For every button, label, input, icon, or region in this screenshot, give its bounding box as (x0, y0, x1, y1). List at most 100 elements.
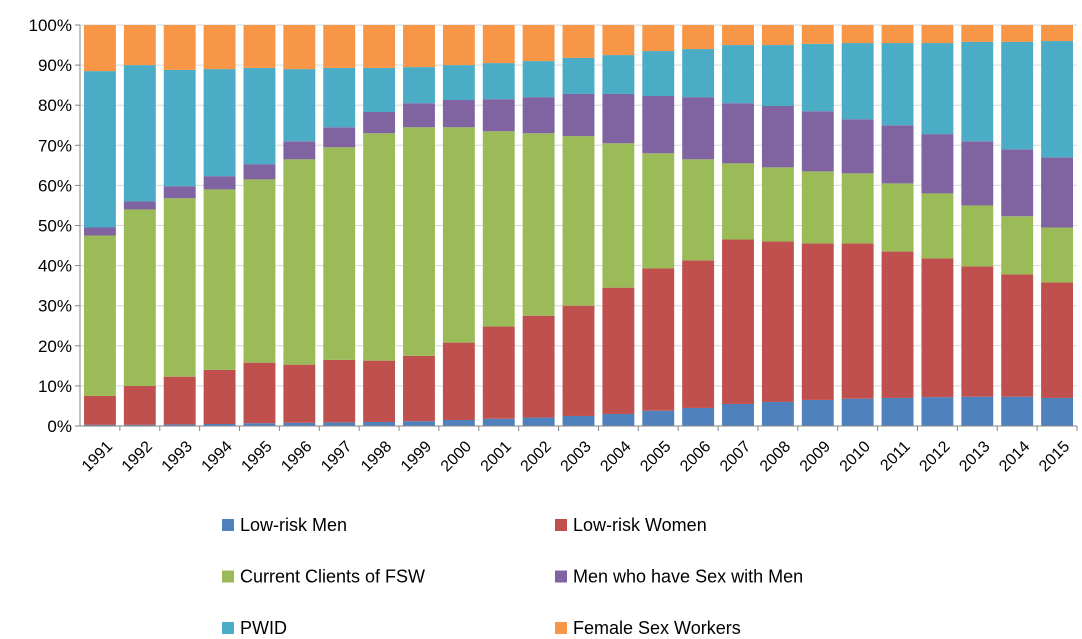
legend-label: Current Clients of FSW (240, 567, 425, 587)
bar-segment (1001, 41, 1034, 150)
y-tick-label: 100% (29, 16, 72, 35)
x-tick-label: 2012 (916, 438, 953, 475)
bar-segment (363, 421, 396, 426)
bar-segment (1001, 274, 1034, 397)
x-tick-label: 1994 (199, 438, 236, 475)
bar-segment (482, 131, 515, 327)
y-tick-label: 50% (38, 217, 72, 236)
bar-segment (123, 424, 156, 426)
bar-segment (403, 127, 435, 356)
x-tick-label: 2005 (637, 438, 674, 475)
bar-segment (123, 65, 156, 202)
bar-segment (363, 133, 396, 361)
bar-segment (881, 183, 914, 252)
bar-segment (442, 99, 475, 128)
bar-segment (961, 25, 994, 42)
bar-segment (243, 67, 276, 165)
bar-segment (1041, 227, 1074, 283)
bar-segment (682, 25, 715, 50)
bar-segment (761, 241, 794, 402)
legend-swatch (222, 622, 234, 634)
bar-segment (1041, 157, 1074, 228)
x-tick-label: 2000 (438, 438, 475, 475)
bar-segment (881, 251, 914, 398)
y-tick-label: 0% (47, 417, 72, 436)
bar-segment (1001, 149, 1034, 217)
bar-segment (682, 97, 715, 160)
y-tick-label: 90% (38, 56, 72, 75)
bar-segment (841, 398, 874, 426)
bar-segment (801, 399, 834, 426)
bar-segment (562, 305, 595, 416)
bar-segment (1001, 25, 1034, 42)
bar-segment (323, 25, 356, 68)
bar-segment (363, 112, 396, 134)
bar-segment (363, 67, 396, 113)
bar-segment (642, 268, 675, 411)
y-tick-label: 10% (38, 377, 72, 396)
bar-segment (203, 176, 236, 190)
bar-segment (442, 342, 475, 420)
bar-segment (83, 395, 116, 425)
y-tick-label: 60% (38, 176, 72, 195)
bar-segment (1041, 397, 1074, 426)
bar-segment (722, 25, 754, 46)
y-tick-label: 80% (38, 96, 72, 115)
bar-segment (323, 127, 356, 148)
bar-segment (522, 417, 555, 426)
bar-segment (761, 45, 794, 107)
bar-segment (482, 63, 515, 100)
bar-segment (801, 171, 834, 244)
bar-segment (1001, 396, 1034, 426)
bar-segment (921, 397, 954, 426)
x-tick-label: 2003 (557, 438, 594, 475)
legend-label: Men who have Sex with Men (573, 567, 803, 587)
bar-segment (163, 198, 196, 377)
bar-segment (682, 260, 715, 408)
bar-segment (403, 421, 435, 426)
bar-segment (203, 423, 236, 426)
bar-segment (283, 422, 316, 426)
x-tick-label: 1995 (238, 438, 275, 475)
x-tick-label: 2008 (757, 438, 794, 475)
bar-segment (123, 25, 156, 66)
y-tick-label: 20% (38, 337, 72, 356)
bar-segment (921, 25, 954, 44)
bar-segment (562, 93, 595, 137)
bar-segment (682, 159, 715, 261)
bar-segment (323, 422, 356, 426)
x-tick-label: 2001 (478, 438, 515, 475)
bar-segment (363, 25, 396, 68)
bar-segment (442, 65, 475, 100)
bar-segment (642, 410, 675, 426)
x-tick-label: 2015 (1036, 438, 1073, 475)
bar-segment (722, 239, 754, 404)
bar-segment (562, 415, 595, 426)
bar-segment (562, 25, 595, 58)
bar-segment (921, 258, 954, 398)
bar-segment (562, 136, 595, 306)
bar-segment (163, 186, 196, 199)
bar-segment (83, 71, 116, 228)
y-tick-label: 30% (38, 297, 72, 316)
legend-swatch (555, 622, 567, 634)
bar-segment (602, 287, 635, 414)
bar-segment (442, 127, 475, 343)
bar-segment (403, 103, 435, 128)
y-tick-label: 40% (38, 257, 72, 276)
bar-segment (961, 141, 994, 206)
bar-segment (921, 134, 954, 194)
x-tick-label: 1999 (398, 438, 435, 475)
x-tick-label: 2010 (837, 438, 874, 475)
bar-segment (323, 359, 356, 423)
bar-segment (203, 369, 236, 424)
bar-segment (881, 25, 914, 44)
bar-segment (1041, 282, 1074, 398)
x-tick-label: 2013 (956, 438, 993, 475)
bar-segment (961, 266, 994, 397)
bar-segment (123, 209, 156, 386)
bar-segment (442, 25, 475, 66)
x-tick-label: 2009 (797, 438, 834, 475)
bar-segment (482, 326, 515, 419)
